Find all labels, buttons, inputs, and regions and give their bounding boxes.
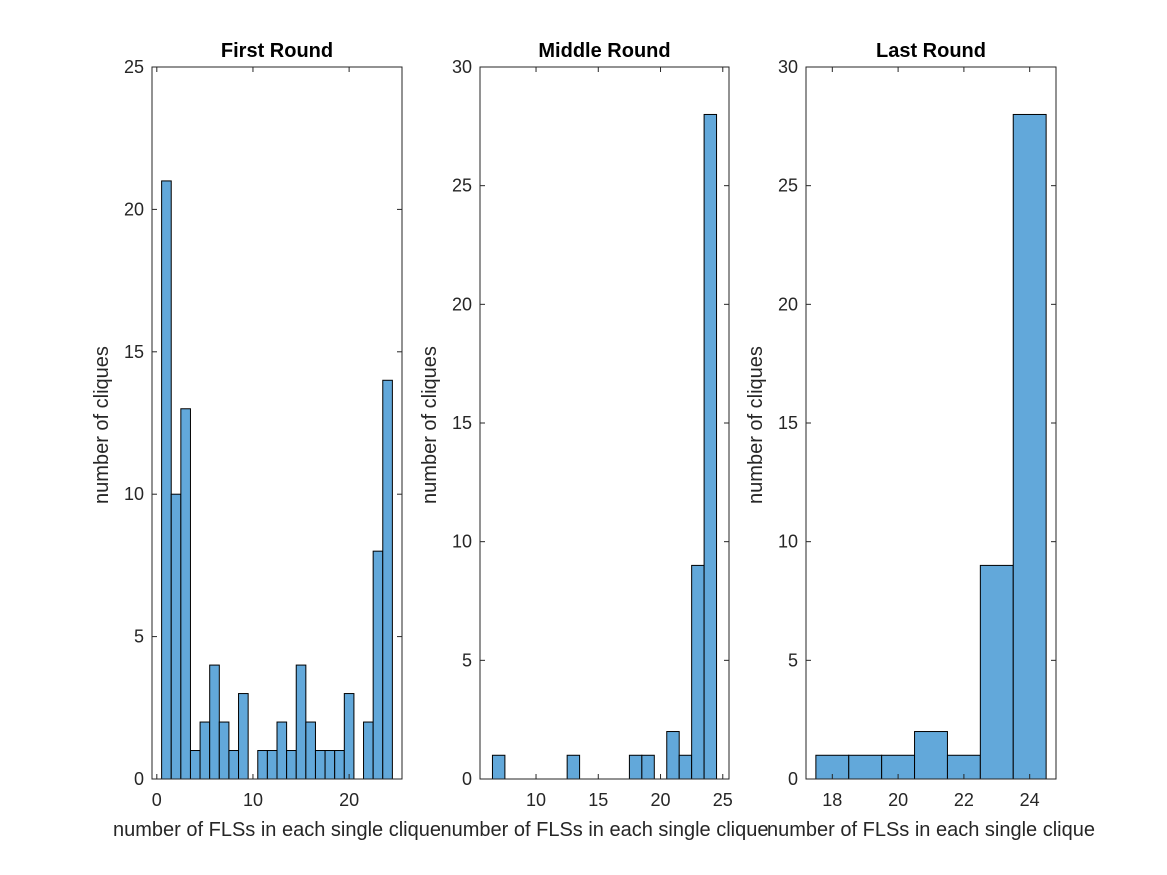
histogram-bar bbox=[238, 693, 249, 780]
x-tick-label: 24 bbox=[1020, 790, 1040, 810]
subplot-middle-round: 0 5 10 15 20 25 30 10 15 20 25 Middle Round number o… bbox=[419, 40, 768, 841]
histogram-bar bbox=[209, 664, 220, 780]
y-tick-label: 10 bbox=[778, 532, 798, 552]
histogram-bar bbox=[641, 754, 655, 780]
histogram-bar bbox=[848, 754, 883, 780]
histogram-bar bbox=[161, 180, 172, 780]
x-tick-label: 10 bbox=[526, 790, 546, 810]
histogram-bar bbox=[295, 664, 307, 780]
histogram-bar bbox=[314, 750, 326, 780]
histogram-bar bbox=[628, 754, 643, 780]
x-tick-label: 20 bbox=[888, 790, 908, 810]
y-tick-label: 5 bbox=[134, 627, 144, 647]
histogram-bar bbox=[678, 754, 693, 780]
histogram-bar bbox=[276, 721, 288, 780]
histogram-bar bbox=[1012, 113, 1047, 780]
subplot-first-round: 0 5 10 15 20 25 0 10 20 First Round number of FLSs… bbox=[91, 40, 441, 841]
chart-title: First Round bbox=[221, 40, 333, 62]
histogram-bar bbox=[666, 731, 680, 780]
subplot-last-round: 0 5 10 15 20 25 30 18 20 22 24 Last Round number of … bbox=[745, 40, 1095, 841]
chart-title: Last Round bbox=[876, 40, 986, 62]
histogram-bar bbox=[180, 408, 191, 780]
axes-frame bbox=[151, 66, 403, 780]
x-tick-label: 25 bbox=[713, 790, 733, 810]
histogram-bar bbox=[566, 754, 581, 780]
histogram-bar bbox=[703, 113, 718, 780]
y-tick-label: 15 bbox=[124, 342, 144, 362]
x-tick-label: 15 bbox=[588, 790, 608, 810]
histogram-bar bbox=[228, 750, 240, 780]
y-tick-label: 0 bbox=[462, 769, 472, 789]
y-tick-label: 30 bbox=[452, 57, 472, 77]
x-axis-label: number of FLSs in each single clique bbox=[113, 819, 441, 841]
histogram-bar bbox=[170, 493, 182, 780]
histogram-bar bbox=[363, 721, 374, 780]
y-axis-label: number of cliques bbox=[745, 346, 767, 504]
y-tick-label: 0 bbox=[788, 769, 798, 789]
y-tick-label: 5 bbox=[788, 650, 798, 670]
chart-title: Middle Round bbox=[538, 40, 670, 62]
x-axis-label: number of FLSs in each single clique bbox=[767, 819, 1095, 841]
histogram-bar bbox=[218, 721, 230, 780]
histogram-bar bbox=[324, 750, 336, 780]
y-axis-label: number of cliques bbox=[91, 346, 113, 504]
y-tick-label: 5 bbox=[462, 650, 472, 670]
y-tick-label: 20 bbox=[452, 294, 472, 314]
x-axis-label: number of FLSs in each single clique bbox=[441, 819, 769, 841]
y-tick-label: 10 bbox=[124, 484, 144, 504]
histogram-bar bbox=[691, 564, 705, 780]
x-tick-label: 20 bbox=[339, 790, 359, 810]
x-tick-label: 10 bbox=[243, 790, 263, 810]
histogram-bar bbox=[372, 550, 384, 780]
y-tick-label: 25 bbox=[452, 176, 472, 196]
histogram-bar bbox=[199, 721, 211, 780]
y-tick-label: 15 bbox=[452, 413, 472, 433]
histogram-bar bbox=[189, 750, 201, 780]
histogram-bar bbox=[382, 379, 393, 780]
histogram-bar bbox=[305, 721, 316, 780]
y-tick-label: 0 bbox=[134, 769, 144, 789]
x-tick-label: 22 bbox=[954, 790, 974, 810]
y-tick-label: 25 bbox=[778, 176, 798, 196]
histogram-bar bbox=[914, 731, 948, 780]
histogram-bar bbox=[343, 693, 355, 780]
y-tick-label: 30 bbox=[778, 57, 798, 77]
y-tick-label: 20 bbox=[124, 199, 144, 219]
x-tick-label: 20 bbox=[651, 790, 671, 810]
histogram-bar bbox=[286, 750, 297, 780]
histogram-bar bbox=[979, 564, 1014, 780]
y-tick-label: 10 bbox=[452, 532, 472, 552]
y-tick-label: 15 bbox=[778, 413, 798, 433]
histogram-bar bbox=[334, 750, 345, 780]
histogram-bar bbox=[266, 750, 278, 780]
histogram-bar bbox=[491, 754, 506, 780]
y-tick-label: 25 bbox=[124, 57, 144, 77]
y-tick-label: 20 bbox=[778, 294, 798, 314]
x-tick-label: 0 bbox=[152, 790, 162, 810]
histogram-bar bbox=[257, 750, 268, 780]
y-axis-label: number of cliques bbox=[419, 346, 441, 504]
x-tick-label: 18 bbox=[822, 790, 842, 810]
